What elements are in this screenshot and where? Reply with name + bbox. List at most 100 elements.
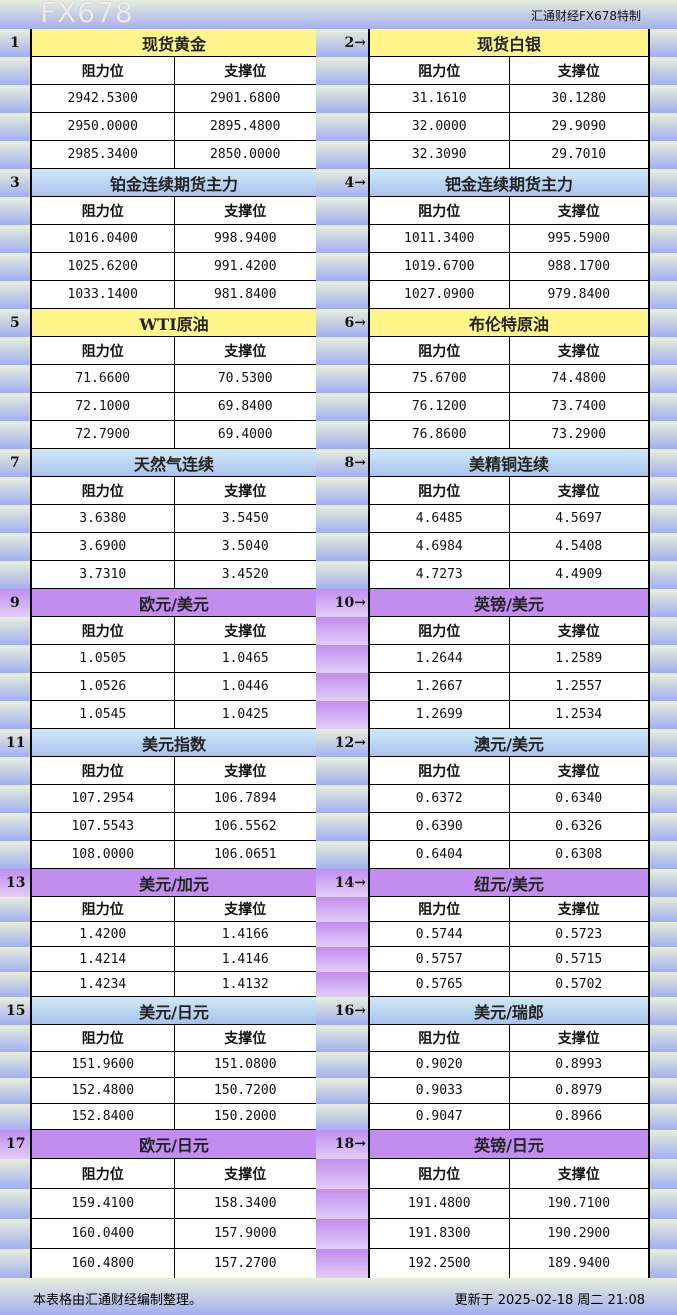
resistance-value: 31.1610	[411, 91, 467, 106]
support-value: 1.2589	[508, 645, 649, 672]
instrument-block: 欧元/日元 阻力位 支撑位 159.4100 158.3400 160.0400 157.9…	[30, 1130, 318, 1279]
resistance-value: 192.2500	[407, 1256, 471, 1271]
index-strip-cell	[316, 533, 368, 561]
instrument-block: 现货黄金 阻力位 支撑位 2942.5300 2901.6800 2950.0000 289…	[30, 29, 318, 169]
index-strip-cell	[0, 785, 30, 813]
level-row: 1025.6200 991.4200	[32, 253, 316, 281]
row-index: 10→	[335, 595, 366, 611]
row-index: 17	[6, 1136, 25, 1152]
index-strip-cell	[0, 1159, 30, 1189]
instrument-block: 美元/瑞郎 阻力位 支撑位 0.9020 0.8993 0.9033 0.8979 0.904…	[368, 997, 650, 1130]
support-value: 1.0425	[173, 701, 317, 728]
resistance-value: 0.6372	[415, 791, 463, 806]
column-header-row: 阻力位 支撑位	[32, 1159, 316, 1189]
resistance-value: 0.5765	[415, 976, 463, 992]
index-strip-cell	[0, 561, 30, 589]
edge-strip-cell	[650, 29, 677, 57]
support-value: 0.8979	[508, 1078, 649, 1103]
level-row: 4.6485 4.5697	[370, 505, 648, 533]
support-value: 988.1700	[508, 253, 649, 280]
support-value: 29.9090	[508, 113, 649, 140]
level-row: 107.2954 106.7894	[32, 785, 316, 813]
edge-strip-cell	[650, 1249, 677, 1279]
level-row: 2950.0000 2895.4800	[32, 113, 316, 141]
level-row: 0.5765 0.5702	[370, 972, 648, 997]
level-row: 1.4200 1.4166	[32, 922, 316, 947]
resistance-header: 阻力位	[418, 483, 461, 500]
header-title: 汇通财经FX678特制	[530, 9, 641, 23]
resistance-value: 4.7273	[415, 567, 463, 582]
index-strip-cell	[0, 365, 30, 393]
index-strip-cell	[0, 617, 30, 645]
support-value: 29.7010	[508, 141, 649, 168]
index-strip-cell	[0, 645, 30, 673]
index-strip-cell	[0, 337, 30, 365]
watermark-logo: FX678	[40, 0, 134, 29]
level-row: 3.6380 3.5450	[32, 505, 316, 533]
index-number: 17	[6, 1136, 26, 1152]
instrument-block: 铂金连续期货主力 阻力位 支撑位 1016.0400 998.9400 1025.6200…	[30, 169, 318, 309]
column-header-row: 阻力位 支撑位	[370, 1159, 648, 1189]
instrument-title: 美精铜连续	[370, 449, 648, 477]
index-strip-cell	[316, 421, 368, 449]
resistance-value: 76.8600	[411, 427, 467, 442]
index-strip-cell	[0, 113, 30, 141]
edge-strip-cell	[650, 997, 677, 1025]
update-time: 更新于 2025-02-18 周二 21:08	[454, 1293, 645, 1308]
level-row: 108.0000 106.0651	[32, 841, 316, 869]
index-number: 4	[344, 175, 355, 191]
index-strip-cell	[316, 972, 368, 997]
edge-strip-cell	[650, 701, 677, 729]
index-strip-cell	[0, 309, 30, 337]
resistance-header: 阻力位	[81, 1031, 124, 1047]
resistance-value: 152.8400	[71, 1109, 135, 1124]
edge-strip-cell	[650, 281, 677, 309]
index-strip-cell	[316, 449, 368, 477]
level-row: 107.5543 106.5562	[32, 813, 316, 841]
index-strip-cell	[0, 589, 30, 617]
index-strip-cell	[0, 1189, 30, 1219]
level-row: 76.1200 73.7400	[370, 393, 648, 421]
level-row: 160.4800 157.2700	[32, 1249, 316, 1279]
edge-strip-cell	[650, 505, 677, 533]
index-strip-cell	[0, 169, 30, 197]
resistance-header: 阻力位	[418, 343, 461, 360]
index-strip-cell	[0, 1130, 30, 1159]
level-row: 1.0545 1.0425	[32, 701, 316, 729]
resistance-header: 阻力位	[81, 763, 124, 780]
index-strip-cell	[0, 477, 30, 505]
edge-strip-cell	[650, 869, 677, 897]
column-header-row: 阻力位 支撑位	[32, 477, 316, 505]
resistance-value: 0.9020	[415, 1057, 463, 1072]
edge-strip-cell	[650, 393, 677, 421]
edge-strip-cell	[650, 85, 677, 113]
row-index: 13	[6, 875, 25, 891]
resistance-value: 4.6485	[415, 511, 463, 526]
index-strip-cell	[316, 365, 368, 393]
instrument-title: 澳元/美元	[370, 729, 648, 757]
support-value: 30.1280	[508, 85, 649, 112]
level-row: 0.9020 0.8993	[370, 1052, 648, 1078]
instrument-block: 美精铜连续 阻力位 支撑位 4.6485 4.5697 4.6984 4.5408 4.727…	[368, 449, 650, 589]
resistance-value: 0.9033	[415, 1083, 463, 1098]
support-header: 支撑位	[173, 897, 317, 921]
index-strip-cell	[0, 225, 30, 253]
resistance-value: 159.4100	[71, 1196, 135, 1211]
edge-strip-cell	[650, 729, 677, 757]
index-strip-cell	[316, 785, 368, 813]
edge-strip-cell	[650, 309, 677, 337]
instrument-title: 美元/加元	[32, 869, 316, 897]
arrow-right-icon: →	[354, 1136, 366, 1152]
support-value: 991.4200	[173, 253, 317, 280]
index-strip-cell	[0, 813, 30, 841]
instrument-title: 美元/日元	[32, 997, 316, 1025]
footer: 本表格由汇通财经编制整理。 更新于 2025-02-18 周二 21:08	[0, 1278, 677, 1315]
index-strip-cell	[0, 141, 30, 169]
index-strip-cell	[316, 947, 368, 972]
edge-strip-cell	[650, 897, 677, 922]
column-header-row: 阻力位 支撑位	[32, 197, 316, 225]
resistance-header: 阻力位	[81, 623, 124, 640]
edge-strip-cell	[650, 1025, 677, 1052]
instrument-title: 布伦特原油	[370, 309, 648, 337]
support-value: 998.9400	[173, 225, 317, 252]
